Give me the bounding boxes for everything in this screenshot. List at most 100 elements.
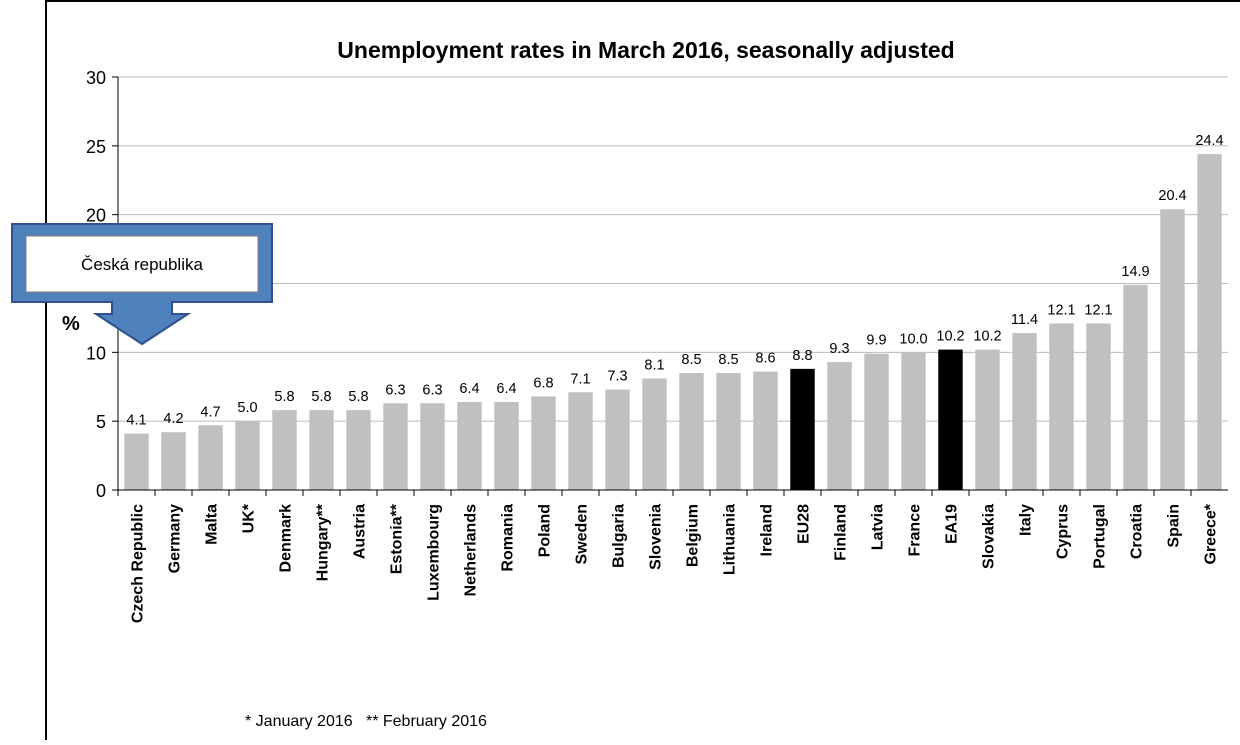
category-label: Hungary** xyxy=(315,503,332,581)
y-tick-label: 0 xyxy=(96,481,106,501)
data-label: 5.8 xyxy=(274,389,294,405)
data-label: 8.6 xyxy=(755,351,775,367)
bar xyxy=(494,401,519,490)
category-label: Belgium xyxy=(685,504,702,567)
category-label: Poland xyxy=(537,504,554,557)
bar xyxy=(346,410,371,490)
data-label: 9.3 xyxy=(829,341,849,357)
callout: Česká republika xyxy=(11,223,273,346)
data-label: 6.8 xyxy=(533,375,553,391)
data-label: 5.8 xyxy=(348,389,368,405)
bar xyxy=(1197,154,1222,491)
bar xyxy=(568,392,593,490)
chart-title: Unemployment rates in March 2016, season… xyxy=(337,37,954,63)
data-label: 4.7 xyxy=(200,404,220,420)
category-label: Finland xyxy=(833,504,850,561)
data-label: 8.1 xyxy=(644,357,664,373)
data-label: 10.0 xyxy=(899,331,927,347)
bars xyxy=(117,154,1222,496)
category-label: Spain xyxy=(1166,504,1183,548)
bar xyxy=(531,396,556,490)
callout-box xyxy=(25,235,259,293)
bar xyxy=(1160,209,1185,490)
data-label: 5.0 xyxy=(237,400,257,416)
category-label: Slovenia xyxy=(648,504,665,570)
data-label: 10.2 xyxy=(936,329,964,345)
bar xyxy=(642,378,667,490)
category-label: Slovakia xyxy=(981,504,998,569)
bar xyxy=(605,389,630,490)
y-tick-label: 30 xyxy=(86,68,106,88)
bar xyxy=(827,361,852,490)
bar xyxy=(679,372,704,490)
category-label: Lithuania xyxy=(722,504,739,575)
bar xyxy=(753,371,778,490)
data-label: 7.1 xyxy=(570,371,590,387)
data-label: 8.5 xyxy=(718,352,738,368)
bar xyxy=(420,403,445,490)
bar xyxy=(235,421,260,490)
y-tick-label: 25 xyxy=(86,137,106,157)
category-label: EA19 xyxy=(944,504,961,544)
data-label: 9.9 xyxy=(866,333,886,349)
bar xyxy=(790,368,815,490)
bar xyxy=(272,410,297,490)
category-label: Netherlands xyxy=(463,504,480,597)
bar xyxy=(716,372,741,490)
bar xyxy=(124,433,149,490)
callout-text: Česká republika xyxy=(81,255,203,274)
category-label: Italy xyxy=(1018,504,1035,536)
category-labels: Czech Republic Germany Malta UK* Denmark Hung… xyxy=(130,503,1220,623)
data-label: 10.2 xyxy=(973,329,1001,345)
data-label: 7.3 xyxy=(607,369,627,385)
bar xyxy=(975,349,1000,490)
category-label: Luxembourg xyxy=(426,504,443,601)
category-label: Latvia xyxy=(870,504,887,550)
data-label: 4.1 xyxy=(126,413,146,429)
category-label: Bulgaria xyxy=(611,504,628,568)
bar xyxy=(938,349,963,490)
category-label: Malta xyxy=(204,504,221,545)
data-label: 8.8 xyxy=(792,348,812,364)
data-label: 6.3 xyxy=(385,382,405,398)
category-label: UK* xyxy=(241,503,258,533)
y-tick-label: 20 xyxy=(86,206,106,226)
category-label: France xyxy=(907,504,924,557)
data-label: 12.1 xyxy=(1084,302,1112,318)
y-axis-label: % xyxy=(62,313,80,335)
bar xyxy=(901,352,926,490)
data-label: 20.4 xyxy=(1158,188,1186,204)
data-label: 6.4 xyxy=(459,381,479,397)
bar xyxy=(309,410,334,490)
category-label: Sweden xyxy=(574,504,591,564)
footnote: * January 2016 ** February 2016 xyxy=(245,713,487,730)
bar xyxy=(1012,333,1037,490)
category-label: Estonia** xyxy=(389,503,406,574)
data-label: 8.5 xyxy=(681,352,701,368)
data-label: 14.9 xyxy=(1121,264,1149,280)
category-label: Austria xyxy=(352,504,369,559)
data-labels: 4.1 4.2 4.7 5.0 5.8 5.8 5.8 6.3 6.3 6.4 6.4 6.8 7.1 7… xyxy=(126,133,1223,428)
bar xyxy=(1086,323,1111,490)
y-tick-label: 5 xyxy=(96,412,106,432)
bar xyxy=(383,403,408,490)
category-label: Portugal xyxy=(1092,504,1109,569)
data-label: 11.4 xyxy=(1011,312,1038,328)
category-label: Germany xyxy=(167,504,184,573)
category-label: Romania xyxy=(500,504,517,572)
data-label: 5.8 xyxy=(311,389,331,405)
category-label: EU28 xyxy=(796,504,813,544)
bar xyxy=(198,425,223,490)
data-label: 6.3 xyxy=(422,382,442,398)
bar xyxy=(457,401,482,490)
bar xyxy=(864,353,889,490)
grid-lines xyxy=(118,76,1228,422)
category-label: Croatia xyxy=(1129,504,1146,559)
data-label: 24.4 xyxy=(1195,133,1223,149)
category-label: Ireland xyxy=(759,504,776,556)
data-label: 12.1 xyxy=(1047,302,1075,318)
y-tick-label: 10 xyxy=(86,343,106,363)
data-label: 4.2 xyxy=(163,411,183,427)
